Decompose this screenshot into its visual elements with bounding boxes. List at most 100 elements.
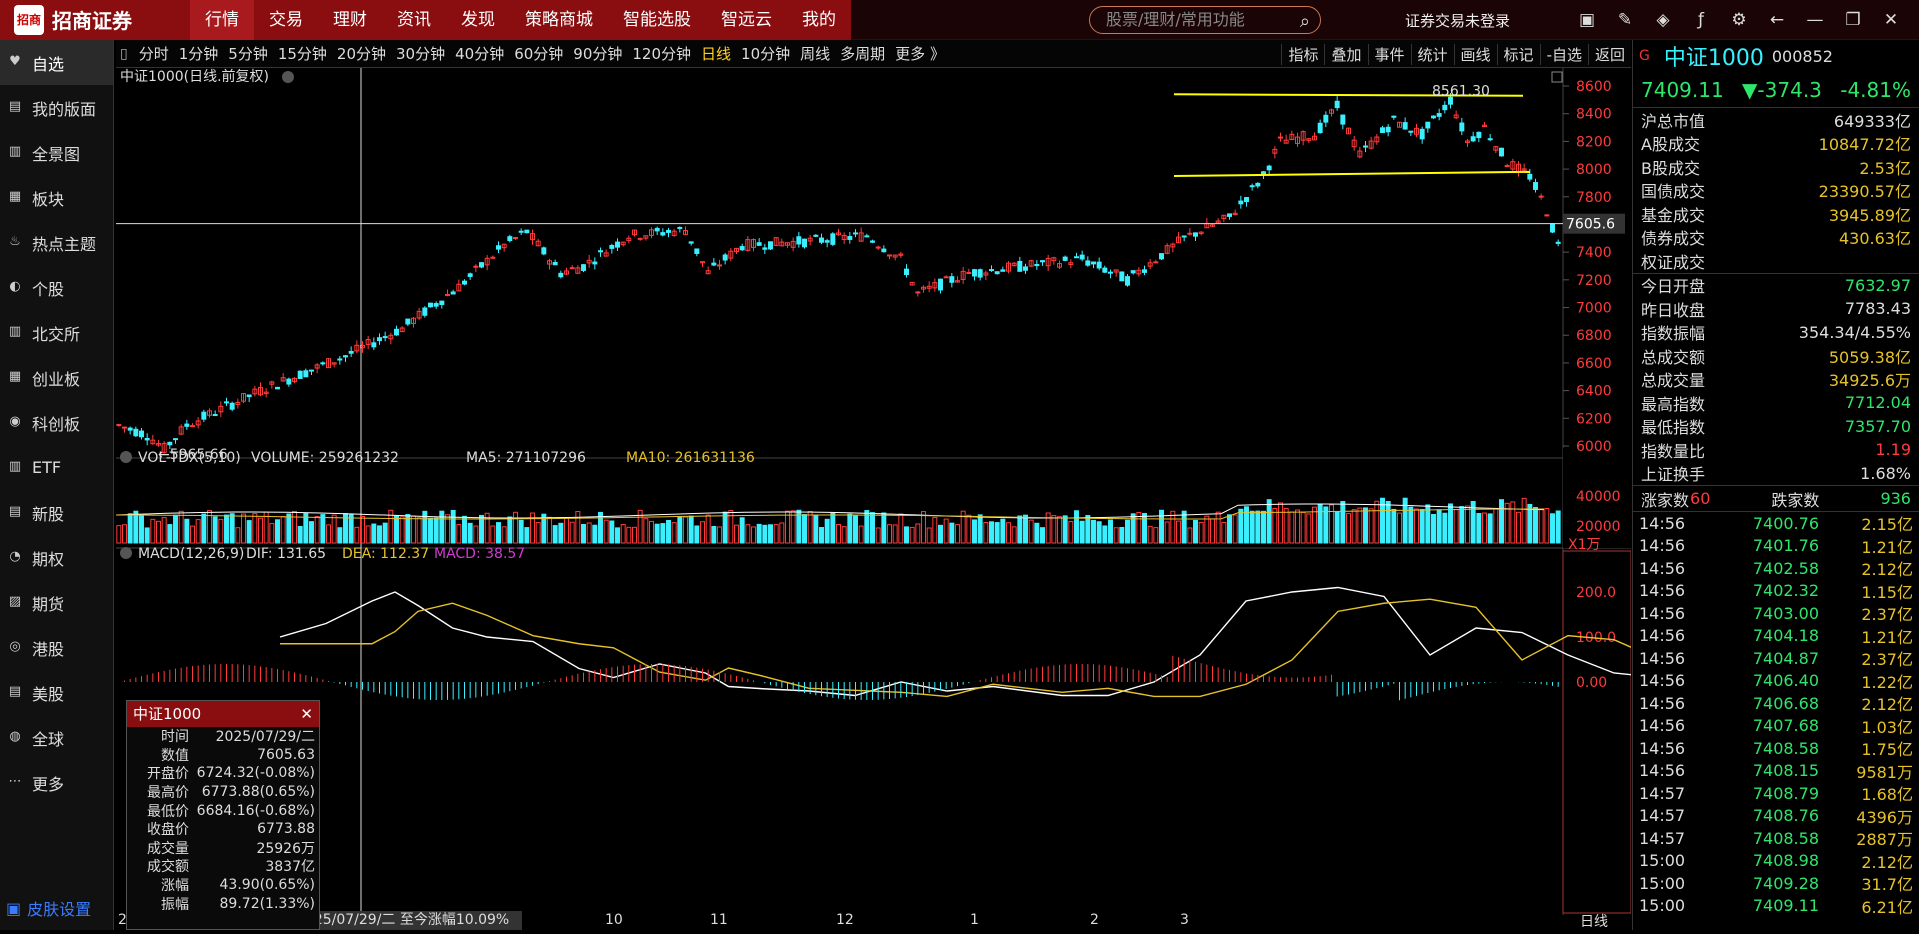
formula-icon[interactable]: ƒ xyxy=(1698,10,1704,30)
tick-time: 14:56 xyxy=(1639,603,1686,623)
chart-tool-button[interactable]: 标记 xyxy=(1496,43,1540,65)
sidebar-item[interactable]: ▤ 我的版面 xyxy=(0,85,113,130)
search-input[interactable]: 股票/理财/常用功能 ⌕ xyxy=(1089,6,1321,34)
last-price: 7409.11 xyxy=(1641,77,1724,102)
sidebar-item[interactable]: ▤ 新股 xyxy=(0,490,113,535)
chart-tool-button[interactable]: 返回 xyxy=(1587,43,1631,65)
sidebar-item[interactable]: ▥ 全景图 xyxy=(0,130,113,175)
sidebar-item[interactable]: ◐ 个股 xyxy=(0,265,113,310)
stat-row: 总成交额 5059.38亿 xyxy=(1633,344,1919,368)
period-tab[interactable]: 10分钟 xyxy=(741,45,791,63)
volume-bar xyxy=(314,516,320,544)
candle xyxy=(1074,256,1079,259)
period-tab[interactable]: 5分钟 xyxy=(228,45,268,63)
trade-icon[interactable]: ▣ xyxy=(1578,10,1596,30)
chart-tool-button[interactable]: 叠加 xyxy=(1324,43,1367,65)
period-tab[interactable]: 120分钟 xyxy=(632,45,692,63)
resistance-line xyxy=(1173,93,1524,97)
volume-bar xyxy=(331,514,337,544)
volume-bar xyxy=(626,526,632,544)
close-icon[interactable]: ✕ xyxy=(300,705,313,723)
search-icon[interactable]: ⌕ xyxy=(1299,11,1310,32)
period-tab[interactable]: 15分钟 xyxy=(277,45,327,63)
volume-bar xyxy=(1425,504,1431,544)
period-tab[interactable]: 1分钟 xyxy=(178,45,219,63)
chart-tool-button[interactable]: 统计 xyxy=(1410,43,1454,65)
edit-icon[interactable]: ✎ xyxy=(1617,10,1633,30)
sidebar-item[interactable]: ▨ 期货 xyxy=(0,580,113,625)
sidebar-item[interactable]: ◔ 期权 xyxy=(0,535,113,580)
popup-value: 6773.88(0.65%) xyxy=(201,784,315,801)
period-tab[interactable]: 60分钟 xyxy=(514,45,564,63)
chart-tool-button[interactable]: 画线 xyxy=(1453,43,1497,65)
index-name[interactable]: 中证1000 xyxy=(1663,46,1764,71)
period-tab[interactable]: 20分钟 xyxy=(336,45,387,63)
volume-bar xyxy=(1204,515,1210,544)
chart-tool-button[interactable]: -自选 xyxy=(1539,43,1588,65)
nav-item[interactable]: 交易 xyxy=(269,9,303,30)
volume-bar xyxy=(275,519,280,544)
period-tab[interactable]: 多周期 xyxy=(840,45,886,63)
toolbar-icons: ▣ ✎ ◈ ƒ ⚙ ← — ❐ ✕ xyxy=(1575,8,1903,32)
gear-icon[interactable]: ⚙ xyxy=(1731,10,1747,30)
tick-time: 14:56 xyxy=(1639,738,1686,758)
sidebar-item[interactable]: ▥ 北交所 xyxy=(0,310,113,355)
nav-item[interactable]: 资讯 xyxy=(397,9,431,30)
period-tab[interactable]: 30分钟 xyxy=(396,45,446,63)
nav-item[interactable]: 策略商城 xyxy=(525,9,593,30)
candle xyxy=(830,233,836,245)
volume-bar xyxy=(1045,512,1051,544)
candle xyxy=(1504,165,1510,168)
volume-bar xyxy=(569,521,575,544)
panel-toggle-icon[interactable]: ▯ xyxy=(120,45,128,62)
sidebar-item[interactable]: ◎ 港股 xyxy=(0,625,113,670)
updown-row: 涨家数 60 跌家数 936 xyxy=(1633,485,1919,511)
nav-item[interactable]: 智能选股 xyxy=(623,9,691,30)
app-logo[interactable]: 招商 招商证券 xyxy=(0,0,190,40)
minimize-icon[interactable]: — xyxy=(1806,10,1824,30)
period-tab[interactable]: 40分钟 xyxy=(455,45,505,63)
candle xyxy=(932,282,938,289)
skin-settings-button[interactable]: ▣ 皮肤设置 xyxy=(0,886,114,930)
volume-bar xyxy=(116,525,122,544)
sidebar-item[interactable]: ▦ 创业板 xyxy=(0,355,113,400)
volume-bar xyxy=(428,517,433,544)
volume-bar xyxy=(1074,510,1079,544)
sidebar-item[interactable]: ⋯ 更多 xyxy=(0,760,113,805)
period-tab[interactable]: 分时 xyxy=(138,45,169,63)
back-arrow-icon[interactable]: ← xyxy=(1769,10,1785,30)
candle xyxy=(983,272,989,276)
sidebar-item[interactable]: ▤ 美股 xyxy=(0,670,113,715)
chart-tool-button[interactable]: 指标 xyxy=(1281,43,1324,65)
chart-tool-button[interactable]: 事件 xyxy=(1367,43,1411,65)
stat-value: 5059.38亿 xyxy=(1828,347,1911,367)
candle xyxy=(445,293,450,297)
nav-item[interactable]: 我的 xyxy=(802,9,836,30)
volume-bar xyxy=(1419,508,1425,544)
box-icon[interactable]: ◈ xyxy=(1656,10,1670,30)
nav-item[interactable]: 发现 xyxy=(461,9,495,30)
period-tab[interactable]: 90分钟 xyxy=(573,45,623,63)
nav-item[interactable]: 行情 xyxy=(190,0,254,40)
sidebar-item[interactable]: ▦ 板块 xyxy=(0,175,113,220)
close-icon[interactable]: ✕ xyxy=(1883,10,1899,30)
kline-chart[interactable]: 8600840082008000780076007400720070006800… xyxy=(115,68,1737,930)
login-status[interactable]: 证券交易未登录 xyxy=(1405,12,1511,30)
period-tab[interactable]: 更多 》 xyxy=(895,45,945,63)
period-tab[interactable]: 周线 xyxy=(800,45,831,63)
sidebar-item[interactable]: ◉ 科创板 xyxy=(0,400,113,445)
candle xyxy=(1425,121,1431,129)
sidebar-item[interactable]: ◍ 全球 xyxy=(0,715,113,760)
restore-icon[interactable]: ❐ xyxy=(1845,10,1861,30)
nav-item[interactable]: 理财 xyxy=(333,9,367,30)
candle xyxy=(354,344,360,352)
sidebar-item[interactable]: ♨ 热点主题 xyxy=(0,220,113,265)
sidebar-item[interactable]: ♥ 自选 xyxy=(0,40,113,85)
sidebar-item-label: 全球 xyxy=(32,729,65,749)
sidebar-item[interactable]: ▥ ETF xyxy=(0,445,113,490)
chart-area[interactable]: 8600840082008000780076007400720070006800… xyxy=(115,68,1737,930)
candle xyxy=(127,427,133,431)
nav-item[interactable]: 智远云 xyxy=(721,9,772,30)
period-tab[interactable]: 日线 xyxy=(701,45,732,63)
macd-dif: DIF: 131.65 xyxy=(246,546,326,562)
